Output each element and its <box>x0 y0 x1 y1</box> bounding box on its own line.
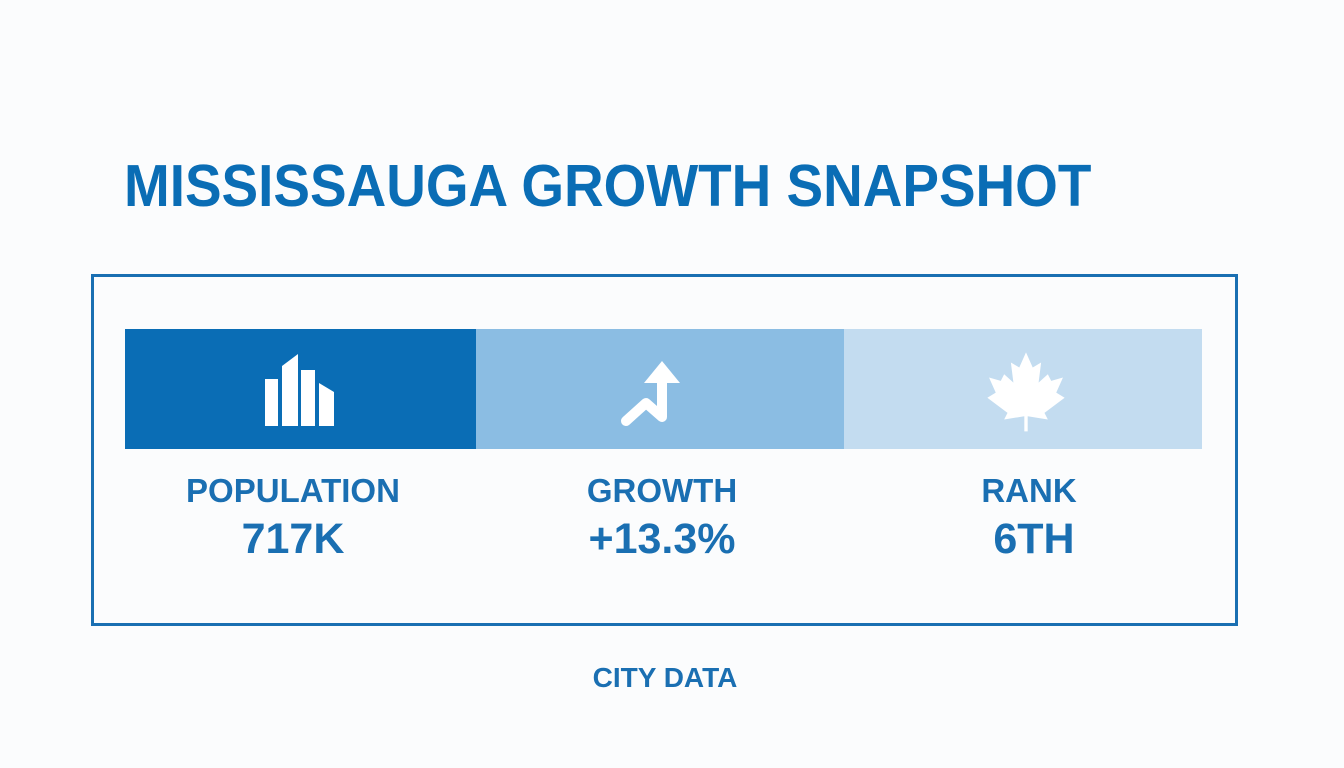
rank-label: RANK <box>981 472 1077 509</box>
growth-label: GROWTH <box>586 472 738 509</box>
growth-value: +13.3% <box>588 515 736 563</box>
stats-card <box>91 274 1238 626</box>
trend-up-arrow-icon <box>621 361 680 426</box>
population-band <box>125 329 476 449</box>
population-value: 717K <box>241 515 345 563</box>
rank-band <box>844 329 1202 449</box>
growth-band <box>476 329 844 449</box>
footer-caption: CITY DATA <box>592 662 738 693</box>
rank-value: 6TH <box>993 515 1075 563</box>
maple-leaf-icon <box>987 352 1065 432</box>
page-title: MISSISSAUGA GROWTH SNAPSHOT <box>124 153 1092 219</box>
population-label: POPULATION <box>186 472 400 509</box>
buildings-icon <box>265 354 334 426</box>
